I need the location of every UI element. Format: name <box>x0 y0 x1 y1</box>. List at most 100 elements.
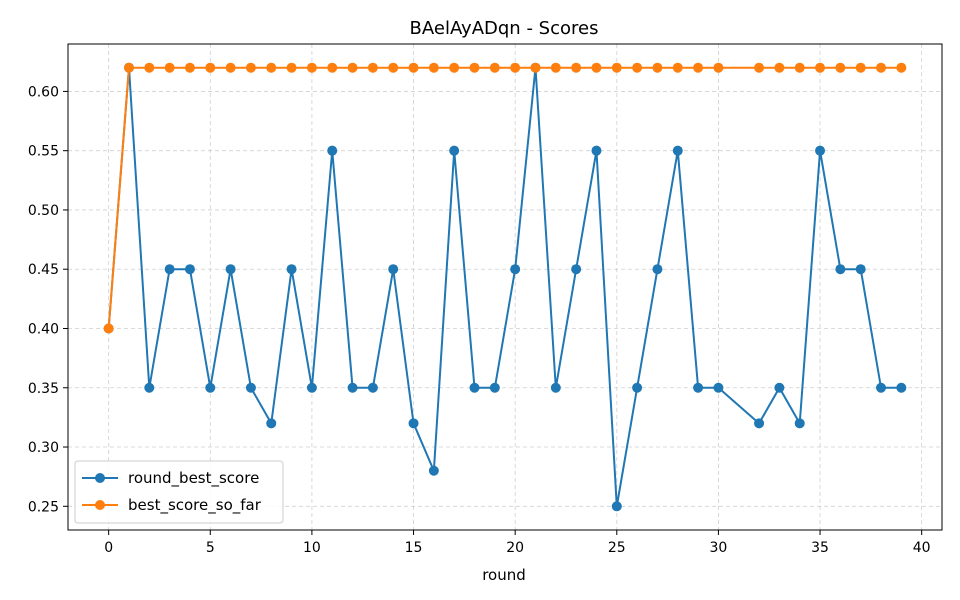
x-tick-label: 35 <box>811 540 829 556</box>
data-point <box>571 62 582 73</box>
data-point <box>571 264 582 275</box>
data-point <box>855 264 866 275</box>
data-point <box>428 62 439 73</box>
x-axis: 0 5 10 15 20 25 30 35 40 <box>104 530 931 556</box>
data-point <box>591 145 602 156</box>
data-point <box>652 62 663 73</box>
data-point <box>245 62 256 73</box>
data-point <box>103 323 114 334</box>
data-point <box>367 382 378 393</box>
x-axis-label: round <box>482 566 526 584</box>
data-point <box>469 382 480 393</box>
data-point <box>632 382 643 393</box>
data-point <box>408 62 419 73</box>
plot-frame <box>67 43 943 531</box>
chart-title: BAelAyADqn - Scores <box>410 18 599 39</box>
data-point <box>184 62 195 73</box>
series-layer <box>103 62 907 512</box>
data-point <box>225 264 236 275</box>
data-point <box>510 62 521 73</box>
x-tick-label: 15 <box>405 540 423 556</box>
data-point <box>489 382 500 393</box>
data-point <box>632 62 643 73</box>
data-point <box>611 62 622 73</box>
x-tick-label: 25 <box>608 540 626 556</box>
data-point <box>164 264 175 275</box>
x-tick-label: 10 <box>303 540 321 556</box>
legend: round_best_score best_score_so_far <box>74 460 284 524</box>
data-point <box>388 62 399 73</box>
data-point <box>327 145 338 156</box>
data-point <box>713 382 724 393</box>
data-point <box>205 382 216 393</box>
data-point <box>713 62 724 73</box>
grid <box>68 44 942 530</box>
data-point <box>144 382 155 393</box>
series-line <box>107 66 902 508</box>
data-point <box>876 62 887 73</box>
data-point <box>164 62 175 73</box>
data-point <box>774 382 785 393</box>
data-point <box>286 264 297 275</box>
data-point <box>815 145 826 156</box>
data-point <box>835 264 846 275</box>
y-tick-label: 0.55 <box>28 144 59 160</box>
data-point <box>815 62 826 73</box>
data-point <box>245 382 256 393</box>
data-point <box>550 62 561 73</box>
x-tick-label: 5 <box>206 540 215 556</box>
data-point <box>591 62 602 73</box>
data-point <box>754 418 765 429</box>
y-tick-label: 0.25 <box>28 499 59 515</box>
data-point <box>794 62 805 73</box>
legend-marker-best-score-so-far <box>95 500 105 510</box>
data-point <box>876 382 887 393</box>
x-tick-label: 0 <box>104 540 113 556</box>
y-tick-label: 0.35 <box>28 381 59 397</box>
legend-label-best-score-so-far: best_score_so_far <box>128 496 262 515</box>
y-tick-label: 0.60 <box>28 84 59 100</box>
data-point <box>754 62 765 73</box>
y-axis: 0.25 0.30 0.35 0.40 0.45 0.50 0.55 0.60 <box>28 84 68 515</box>
data-point <box>489 62 500 73</box>
series-best-score-so-far <box>103 62 907 334</box>
data-point <box>184 264 195 275</box>
data-point <box>896 382 907 393</box>
data-point <box>286 62 297 73</box>
data-point <box>123 62 134 73</box>
data-point <box>794 418 805 429</box>
data-point <box>449 145 460 156</box>
data-point <box>367 62 378 73</box>
data-point <box>855 62 866 73</box>
data-point <box>347 382 358 393</box>
data-point <box>774 62 785 73</box>
data-point <box>347 62 358 73</box>
data-point <box>428 465 439 476</box>
data-point <box>652 264 663 275</box>
y-tick-label: 0.30 <box>28 440 59 456</box>
data-point <box>205 62 216 73</box>
data-point <box>388 264 399 275</box>
data-point <box>408 418 419 429</box>
legend-label-round-best-score: round_best_score <box>128 469 259 488</box>
data-point <box>672 145 683 156</box>
data-point <box>693 382 704 393</box>
series-round-best-score <box>103 62 907 512</box>
x-tick-label: 40 <box>913 540 931 556</box>
x-tick-label: 30 <box>710 540 728 556</box>
data-point <box>550 382 561 393</box>
y-tick-label: 0.40 <box>28 321 59 337</box>
x-tick-label: 20 <box>506 540 524 556</box>
y-tick-label: 0.45 <box>28 262 59 278</box>
data-point <box>530 62 541 73</box>
data-point <box>693 62 704 73</box>
data-point <box>266 62 277 73</box>
data-point <box>449 62 460 73</box>
legend-box <box>74 460 284 524</box>
data-point <box>144 62 155 73</box>
data-point <box>896 62 907 73</box>
data-point <box>672 62 683 73</box>
data-point <box>306 62 317 73</box>
data-point <box>306 382 317 393</box>
